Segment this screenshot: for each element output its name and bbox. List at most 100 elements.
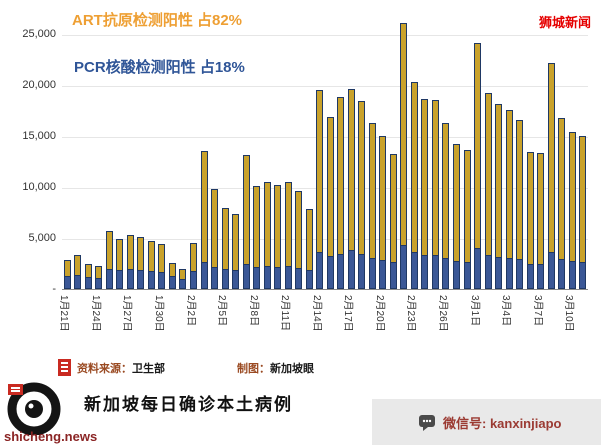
bar-segment-art bbox=[389, 154, 397, 263]
bar-segment-pcr bbox=[263, 265, 271, 289]
bar-2月19日 bbox=[368, 122, 376, 289]
bar-3月3日 bbox=[495, 104, 503, 289]
bar-segment-pcr bbox=[516, 259, 524, 289]
bar-3月6日 bbox=[526, 152, 534, 289]
y-axis: 25,000 20,000 15,000 10,000 5,000 - bbox=[0, 28, 56, 295]
bar-1月27日 bbox=[126, 234, 134, 289]
bar-1月25日 bbox=[105, 230, 113, 289]
bar-segment-art bbox=[179, 268, 187, 279]
wechat-chat-icon bbox=[418, 413, 436, 431]
gridline bbox=[62, 188, 588, 189]
bar-segment-pcr bbox=[158, 271, 166, 289]
bar-1月31日 bbox=[168, 262, 176, 289]
bar-3月4日 bbox=[505, 109, 513, 289]
gridline bbox=[62, 239, 588, 240]
bar-segment-art bbox=[463, 150, 471, 263]
bar-segment-pcr bbox=[568, 261, 576, 289]
bar-1月29日 bbox=[147, 241, 155, 289]
bar-2月4日 bbox=[211, 189, 219, 289]
bar-segment-pcr bbox=[305, 269, 313, 289]
bar-segment-art bbox=[547, 62, 555, 253]
bar-segment-pcr bbox=[147, 270, 155, 289]
bar-2月14日 bbox=[316, 90, 324, 289]
bar-segment-pcr bbox=[410, 252, 418, 289]
bar-segment-pcr bbox=[526, 263, 534, 289]
bar-segment-pcr bbox=[274, 266, 282, 289]
wechat-id-label: 微信号: kanxinjiapo bbox=[443, 415, 562, 431]
bar-segment-pcr bbox=[579, 262, 587, 289]
bar-3月7日 bbox=[537, 153, 545, 289]
bar-2月10日 bbox=[274, 184, 282, 289]
bar-segment-art bbox=[105, 230, 113, 269]
x-tick-label: 1月27日 bbox=[121, 295, 133, 332]
bar-segment-pcr bbox=[379, 260, 387, 289]
y-tick-label: 25,000 bbox=[22, 28, 56, 40]
credit-value: 新加坡眼 bbox=[270, 362, 314, 375]
bar-segment-art bbox=[211, 189, 219, 267]
bar-segment-pcr bbox=[547, 252, 555, 289]
bar-2月28日 bbox=[463, 150, 471, 289]
source-row: 资料来源： 卫生部 制图： 新加坡眼 bbox=[58, 359, 314, 376]
bar-segment-pcr bbox=[463, 262, 471, 289]
bar-3月8日 bbox=[547, 62, 555, 289]
bar-2月11日 bbox=[284, 181, 292, 289]
bar-segment-art bbox=[63, 260, 71, 276]
bar-segment-pcr bbox=[421, 255, 429, 289]
bar-segment-art bbox=[158, 244, 166, 272]
bar-segment-art bbox=[484, 93, 492, 256]
shicheng-eye-logo-icon bbox=[7, 381, 61, 436]
bar-segment-art bbox=[284, 181, 292, 266]
bar-1月28日 bbox=[137, 237, 145, 289]
bar-2月26日 bbox=[442, 122, 450, 289]
bar-2月2日 bbox=[190, 243, 197, 289]
y-tick-label: 5,000 bbox=[28, 232, 56, 244]
y-tick-label: 10,000 bbox=[22, 181, 56, 193]
bar-segment-art bbox=[516, 119, 524, 260]
x-tick-label: 3月7日 bbox=[531, 295, 543, 327]
bar-segment-art bbox=[137, 237, 145, 270]
x-tick-label: 1月30日 bbox=[152, 295, 164, 332]
x-tick-label: 2月8日 bbox=[247, 295, 259, 327]
bar-segment-pcr bbox=[126, 268, 134, 289]
bar-segment-pcr bbox=[484, 255, 492, 289]
bar-3月9日 bbox=[558, 117, 566, 289]
bar-segment-pcr bbox=[242, 263, 250, 289]
bar-segment-pcr bbox=[558, 259, 566, 289]
bar-segment-art bbox=[74, 255, 82, 275]
x-tick-label: 2月2日 bbox=[184, 295, 196, 327]
bar-segment-pcr bbox=[347, 250, 355, 289]
bar-2月16日 bbox=[337, 97, 345, 289]
bar-segment-art bbox=[537, 153, 545, 264]
bar-segment-art bbox=[579, 136, 587, 263]
bar-1月22日 bbox=[74, 255, 82, 289]
x-tick-label: 2月17日 bbox=[342, 295, 354, 332]
bar-segment-art bbox=[347, 89, 355, 251]
bar-segment-pcr bbox=[400, 245, 408, 289]
bar-segment-art bbox=[442, 122, 450, 259]
bar-segment-pcr bbox=[358, 254, 366, 289]
bar-2月15日 bbox=[326, 116, 334, 289]
bar-2月22日 bbox=[400, 22, 408, 289]
bar-segment-pcr bbox=[179, 278, 187, 289]
bar-segment-art bbox=[126, 234, 134, 269]
bar-segment-pcr bbox=[295, 267, 303, 289]
source-label: 资料来源： bbox=[77, 362, 132, 375]
y-tick-label: 15,000 bbox=[22, 130, 56, 142]
bar-2月5日 bbox=[221, 208, 229, 289]
gridline bbox=[62, 137, 588, 138]
gridline bbox=[62, 86, 588, 87]
source-logo-icon bbox=[58, 359, 71, 376]
bar-segment-art bbox=[221, 208, 229, 269]
bar-segment-art bbox=[368, 122, 376, 259]
bar-segment-art bbox=[474, 43, 482, 249]
bar-segment-pcr bbox=[211, 266, 219, 289]
bar-segment-art bbox=[410, 81, 418, 253]
bar-segment-art bbox=[505, 109, 513, 259]
bar-segment-pcr bbox=[168, 275, 176, 289]
bar-segment-pcr bbox=[116, 269, 124, 289]
bar-2月1日 bbox=[179, 268, 187, 289]
bar-segment-art bbox=[232, 213, 240, 270]
bar-segment-art bbox=[453, 144, 460, 262]
art-annotation: ART抗原检测阳性 占82% bbox=[72, 12, 243, 29]
bar-segment-art bbox=[295, 191, 303, 268]
